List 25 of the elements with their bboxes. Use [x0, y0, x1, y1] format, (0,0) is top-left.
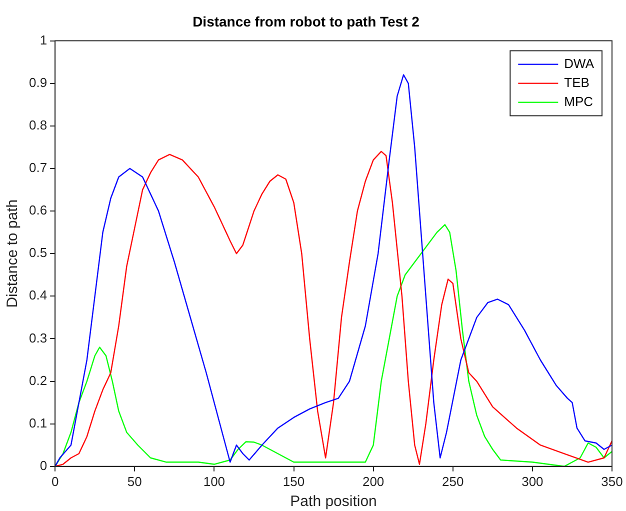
y-tick-label: 0.2: [28, 372, 48, 388]
legend-label: TEB: [564, 74, 590, 90]
x-tick-label: 300: [522, 474, 544, 489]
legend-label: MPC: [564, 94, 594, 109]
x-tick-label: 50: [127, 474, 142, 489]
y-tick-label: 0.6: [28, 202, 48, 218]
x-tick-label: 350: [601, 474, 623, 489]
legend-label: DWA: [564, 56, 594, 71]
y-tick-label: 0.5: [28, 245, 48, 260]
y-tick-label: 0: [40, 458, 48, 473]
y-tick-label: 0.7: [28, 160, 48, 176]
x-tick-label: 200: [362, 474, 384, 489]
y-tick-label: 0.8: [28, 118, 48, 132]
y-axis-title: Distance to path: [4, 199, 22, 308]
y-tick-label: 0.1: [28, 415, 48, 430]
y-tick-label: 0.4: [28, 288, 48, 303]
chart-title: Distance from robot to path Test 2: [192, 13, 420, 30]
y-tick-label: 1: [40, 32, 48, 48]
y-tick-label: 0.3: [28, 330, 48, 346]
x-tick-label: 150: [282, 474, 305, 489]
x-tick-label: 250: [442, 474, 464, 489]
x-tick-label: 0: [51, 474, 59, 489]
x-axis-title: Path position: [290, 493, 377, 510]
x-tick-label: 100: [203, 474, 226, 489]
y-tick-label: 0.9: [28, 74, 48, 90]
